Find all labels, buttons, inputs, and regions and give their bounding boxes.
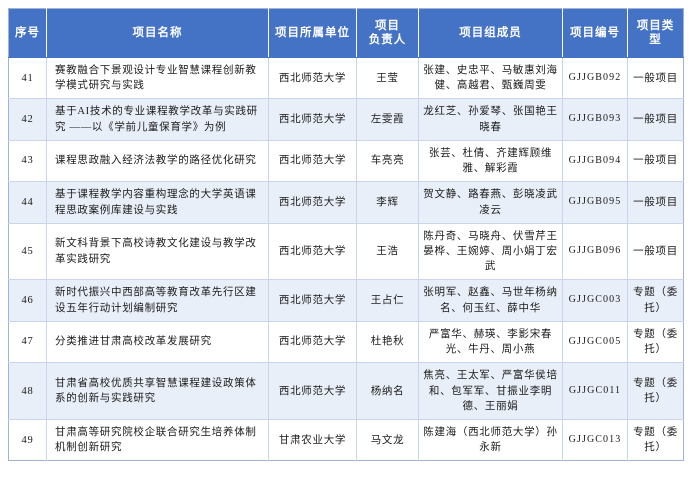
cell-project-code: GJJGB093 <box>562 98 628 141</box>
column-header-leader-line2: 负责人 <box>368 34 407 46</box>
cell-project-name: 新文科背景下高校诗教文化建设与教学改革实践研究 <box>46 223 269 281</box>
cell-project-code: GJJGB092 <box>562 57 628 100</box>
cell-sequence-number: 42 <box>8 98 47 141</box>
cell-project-type: 专题（委托） <box>627 362 684 420</box>
cell-project-code: GJJGC005 <box>562 321 628 364</box>
project-list-table: 序号 项目名称 项目所属单位 项目 负责人 项目组成员 项目编号 项目类型 41… <box>8 8 684 462</box>
cell-sequence-number: 46 <box>8 279 47 322</box>
cell-project-name: 甘肃省高校优质共享智慧课程建设政策体系的创新与实践研究 <box>46 362 269 420</box>
cell-project-code: GJJGC013 <box>562 419 628 461</box>
cell-project-unit: 西北师范大学 <box>268 223 357 281</box>
cell-project-leader: 李辉 <box>356 181 419 224</box>
cell-project-code: GJJGC003 <box>562 279 628 322</box>
cell-sequence-number: 43 <box>8 140 47 183</box>
column-header-leader-line1: 项目 <box>375 19 400 32</box>
cell-sequence-number: 41 <box>8 57 47 100</box>
table-row: 44 基于课程教学内容重构理念的大学英语课程思政案例库建设与实践 西北师范大学 李辉贺… <box>8 181 684 224</box>
table-body: 41 赛教融合下景观设计专业智慧课程创新教学模式研究与实践 西北师范大学 王莹 张建、史… <box>8 57 684 461</box>
cell-project-members: 龙红芝、孙爱琴、张国艳王晓春 <box>418 98 563 141</box>
cell-project-leader: 王占仁 <box>356 279 419 322</box>
table-row: 49 甘肃高等研究院校企联合研究生培养体制机制创新研究 甘肃农业大学 马文龙 陈建海（西… <box>8 419 684 461</box>
cell-project-unit: 甘肃农业大学 <box>268 419 357 461</box>
column-header-members: 项目组成员 <box>418 8 563 58</box>
cell-project-members: 张建、史忠平、马敏惠刘海健、高越君、甄巍周雯 <box>418 57 563 100</box>
cell-project-unit: 西北师范大学 <box>268 181 357 224</box>
cell-project-code: GJJGB095 <box>562 181 628 224</box>
table-row: 45 新文科背景下高校诗教文化建设与教学改革实践研究 西北师范大学 王浩 陈丹奇、马晓舟… <box>8 223 684 281</box>
cell-project-name: 分类推进甘肃高校改革发展研究 <box>46 321 269 364</box>
cell-project-leader: 杨纳名 <box>356 362 419 420</box>
cell-project-name: 基于课程教学内容重构理念的大学英语课程思政案例库建设与实践 <box>46 181 269 224</box>
cell-project-unit: 西北师范大学 <box>268 362 357 420</box>
cell-project-name: 新时代振兴中西部高等教育改革先行区建设五年行动计划编制研究 <box>46 279 269 322</box>
cell-project-type: 一般项目 <box>627 140 684 183</box>
cell-project-code: GJJGB094 <box>562 140 628 183</box>
column-header-type: 项目类型 <box>627 8 684 58</box>
cell-project-name: 基于AI技术的专业课程教学改革与实践研究 ——以《学前儿童保育学》为例 <box>46 98 269 141</box>
cell-sequence-number: 48 <box>8 362 47 420</box>
cell-project-unit: 西北师范大学 <box>268 57 357 100</box>
column-header-project-name: 项目名称 <box>46 8 269 58</box>
cell-project-members: 陈丹奇、马晓舟、伏雪芹王晏桦、王婉婷、周小娟丁宏武 <box>418 223 563 281</box>
column-header-seq: 序号 <box>8 8 47 58</box>
cell-project-members: 贺文静、路春燕、彭晓凌武凌云 <box>418 181 563 224</box>
cell-project-name: 课程思政融入经济法教学的路径优化研究 <box>46 140 269 183</box>
cell-project-members: 严富华、赫瑛、李影宋春光、牛丹、周小燕 <box>418 321 563 364</box>
cell-sequence-number: 45 <box>8 223 47 281</box>
cell-project-type: 一般项目 <box>627 181 684 224</box>
cell-project-members: 张明军、赵鑫、马世年杨纳名、何玉红、薛中华 <box>418 279 563 322</box>
cell-project-code: GJJGB096 <box>562 223 628 281</box>
cell-sequence-number: 44 <box>8 181 47 224</box>
cell-project-members: 张芸、杜倩、齐建辉顾维雅、解彩霞 <box>418 140 563 183</box>
cell-project-unit: 西北师范大学 <box>268 140 357 183</box>
cell-project-leader: 杜艳秋 <box>356 321 419 364</box>
cell-project-type: 一般项目 <box>627 223 684 281</box>
cell-sequence-number: 49 <box>8 419 47 461</box>
cell-sequence-number: 47 <box>8 321 47 364</box>
cell-project-unit: 西北师范大学 <box>268 321 357 364</box>
cell-project-type: 专题（委托） <box>627 279 684 322</box>
column-header-code: 项目编号 <box>562 8 628 58</box>
table-row: 48 甘肃省高校优质共享智慧课程建设政策体系的创新与实践研究 西北师范大学 杨纳名 焦亮… <box>8 362 684 420</box>
cell-project-unit: 西北师范大学 <box>268 98 357 141</box>
cell-project-code: GJJGC011 <box>562 362 628 420</box>
cell-project-name: 甘肃高等研究院校企联合研究生培养体制机制创新研究 <box>46 419 269 461</box>
cell-project-name: 赛教融合下景观设计专业智慧课程创新教学模式研究与实践 <box>46 57 269 100</box>
cell-project-type: 专题（委托） <box>627 321 684 364</box>
cell-project-type: 专题（委托） <box>627 419 684 461</box>
cell-project-type: 一般项目 <box>627 98 684 141</box>
cell-project-leader: 王莹 <box>356 57 419 100</box>
table-row: 41 赛教融合下景观设计专业智慧课程创新教学模式研究与实践 西北师范大学 王莹 张建、史… <box>8 57 684 100</box>
table-row: 46 新时代振兴中西部高等教育改革先行区建设五年行动计划编制研究 西北师范大学 王占仁… <box>8 279 684 322</box>
cell-project-members: 焦亮、王太军、严富华侯培和、包军军、甘振业李明德、王丽娟 <box>418 362 563 420</box>
cell-project-unit: 西北师范大学 <box>268 279 357 322</box>
cell-project-leader: 左雯霞 <box>356 98 419 141</box>
table-row: 42 基于AI技术的专业课程教学改革与实践研究 ——以《学前儿童保育学》为例 西北师… <box>8 98 684 141</box>
cell-project-type: 一般项目 <box>627 57 684 100</box>
cell-project-leader: 王浩 <box>356 223 419 281</box>
table-row: 43 课程思政融入经济法教学的路径优化研究 西北师范大学 车亮亮 张芸、杜倩、齐建辉顾维… <box>8 140 684 183</box>
table-row: 47 分类推进甘肃高校改革发展研究 西北师范大学 杜艳秋 严富华、赫瑛、李影宋春光、牛丹… <box>8 321 684 364</box>
cell-project-leader: 车亮亮 <box>356 140 419 183</box>
table-header: 序号 项目名称 项目所属单位 项目 负责人 项目组成员 项目编号 项目类型 <box>8 8 684 58</box>
column-header-leader: 项目 负责人 <box>356 8 419 58</box>
cell-project-leader: 马文龙 <box>356 419 419 461</box>
column-header-unit: 项目所属单位 <box>268 8 357 58</box>
cell-project-members: 陈建海（西北师范大学）孙永新 <box>418 419 563 461</box>
header-row: 序号 项目名称 项目所属单位 项目 负责人 项目组成员 项目编号 项目类型 <box>8 8 684 58</box>
